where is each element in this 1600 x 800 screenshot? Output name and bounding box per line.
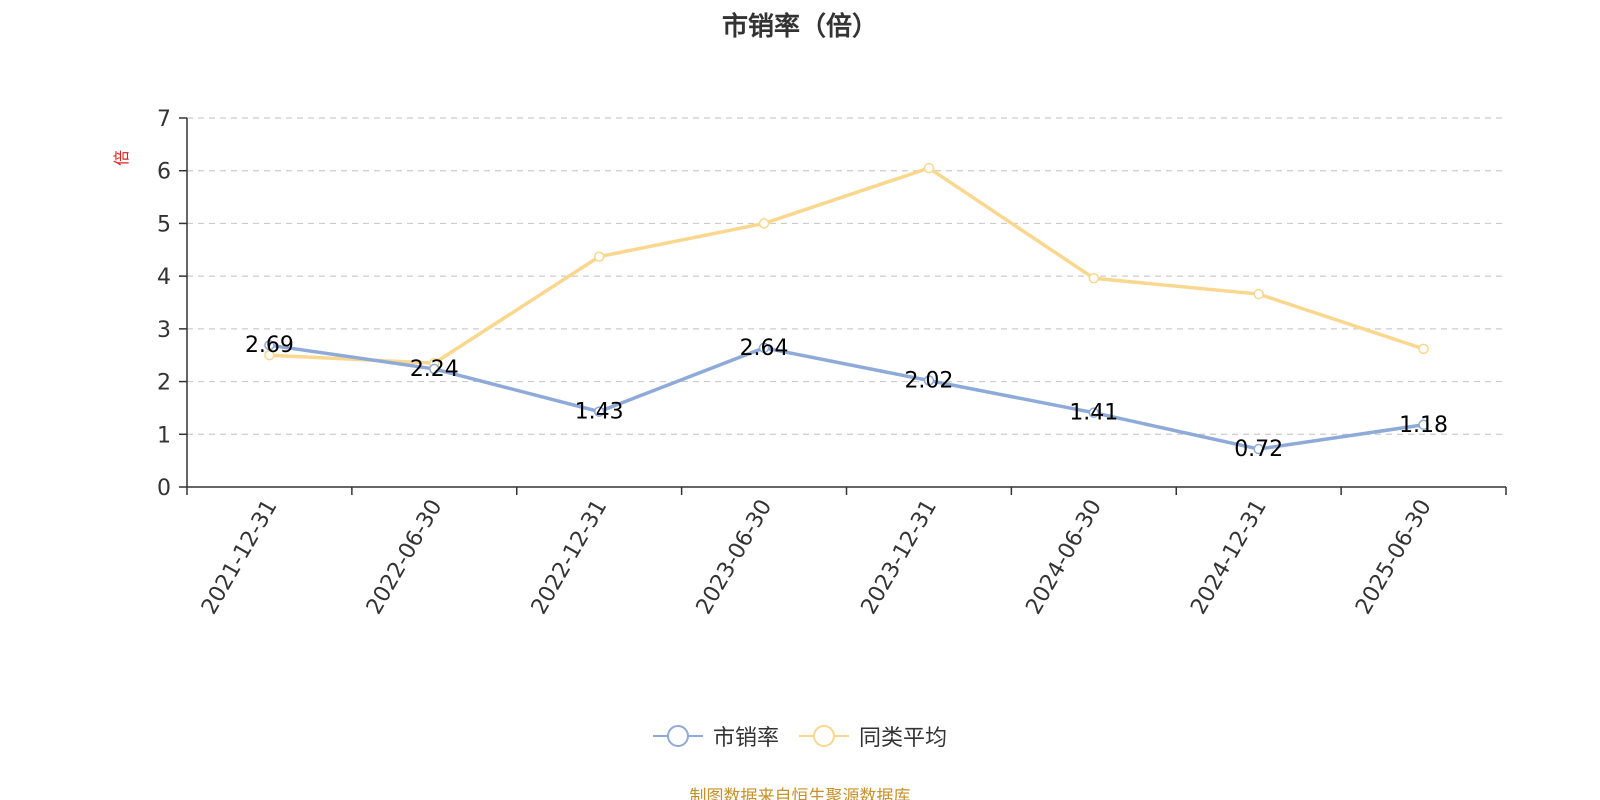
series-1-point-4[interactable]	[923, 162, 935, 174]
x-tick-label-5: 2024-06-30	[1021, 496, 1107, 619]
series-0-point-4[interactable]	[923, 375, 935, 386]
series-0-point-7[interactable]	[1418, 419, 1429, 431]
series-0-point-2[interactable]	[593, 406, 605, 417]
data-label-7: 1.18	[1399, 413, 1448, 438]
y-axis-label: 倍	[112, 150, 131, 166]
y-tick-label-2: 2	[157, 371, 171, 396]
data-label-2: 1.43	[575, 400, 624, 425]
series-1-point-7[interactable]	[1418, 343, 1429, 355]
series-1-point-5[interactable]	[1088, 273, 1100, 284]
data-label-6: 0.72	[1234, 437, 1283, 462]
source-note: 制图数据来自恒生聚源数据库	[689, 787, 911, 800]
legend-label-series-0: 市销率	[712, 726, 779, 751]
y-tick-label-3: 3	[157, 318, 171, 343]
series-1-point-2[interactable]	[593, 251, 605, 262]
data-label-3: 2.64	[740, 336, 789, 361]
x-tick-label-4: 2023-12-31	[857, 496, 943, 619]
data-label-5: 1.41	[1069, 401, 1118, 426]
chart-title: 市销率（倍）	[721, 12, 878, 42]
series-line-0	[269, 343, 1424, 451]
series-1-point-6[interactable]	[1253, 288, 1264, 300]
y-tick-label-1: 1	[157, 423, 171, 448]
x-tick-label-3: 2023-06-30	[692, 496, 778, 619]
x-tick-label-7: 2025-06-30	[1351, 496, 1437, 619]
y-tick-label-0: 0	[157, 476, 171, 501]
x-tick-label-2: 2022-12-31	[527, 496, 613, 619]
legend-item-series-0[interactable]: 市销率	[652, 720, 779, 752]
y-tick-label-5: 5	[157, 212, 171, 237]
legend-item-series-1[interactable]: 同类平均	[799, 720, 947, 752]
series-0-point-0[interactable]	[264, 339, 275, 351]
series-1-point-0[interactable]	[264, 349, 275, 361]
y-tick-label-4: 4	[157, 265, 171, 290]
data-label-4: 2.02	[904, 369, 953, 394]
x-tick-label-6: 2024-12-31	[1186, 496, 1272, 619]
legend-swatch-series-1	[799, 724, 849, 748]
series-0-point-5[interactable]	[1088, 407, 1100, 418]
series-1-point-3[interactable]	[758, 218, 770, 229]
y-tick-label-6: 6	[157, 160, 171, 185]
series-0-point-3[interactable]	[758, 342, 770, 354]
series-0-point-1[interactable]	[429, 363, 440, 375]
series-line-1	[269, 166, 1425, 365]
legend-swatch-series-0	[652, 724, 703, 748]
legend: 市销率 同类平均	[0, 720, 1600, 752]
data-label-0: 2.69	[245, 333, 294, 358]
legend-label-series-1: 同类平均	[859, 726, 948, 751]
x-tick-label-1: 2022-06-30	[362, 496, 448, 619]
x-tick-label-0: 2021-12-31	[197, 496, 283, 619]
data-label-1: 2.24	[410, 357, 459, 382]
y-tick-label-7: 7	[157, 107, 171, 132]
series-0-point-6[interactable]	[1253, 443, 1264, 455]
